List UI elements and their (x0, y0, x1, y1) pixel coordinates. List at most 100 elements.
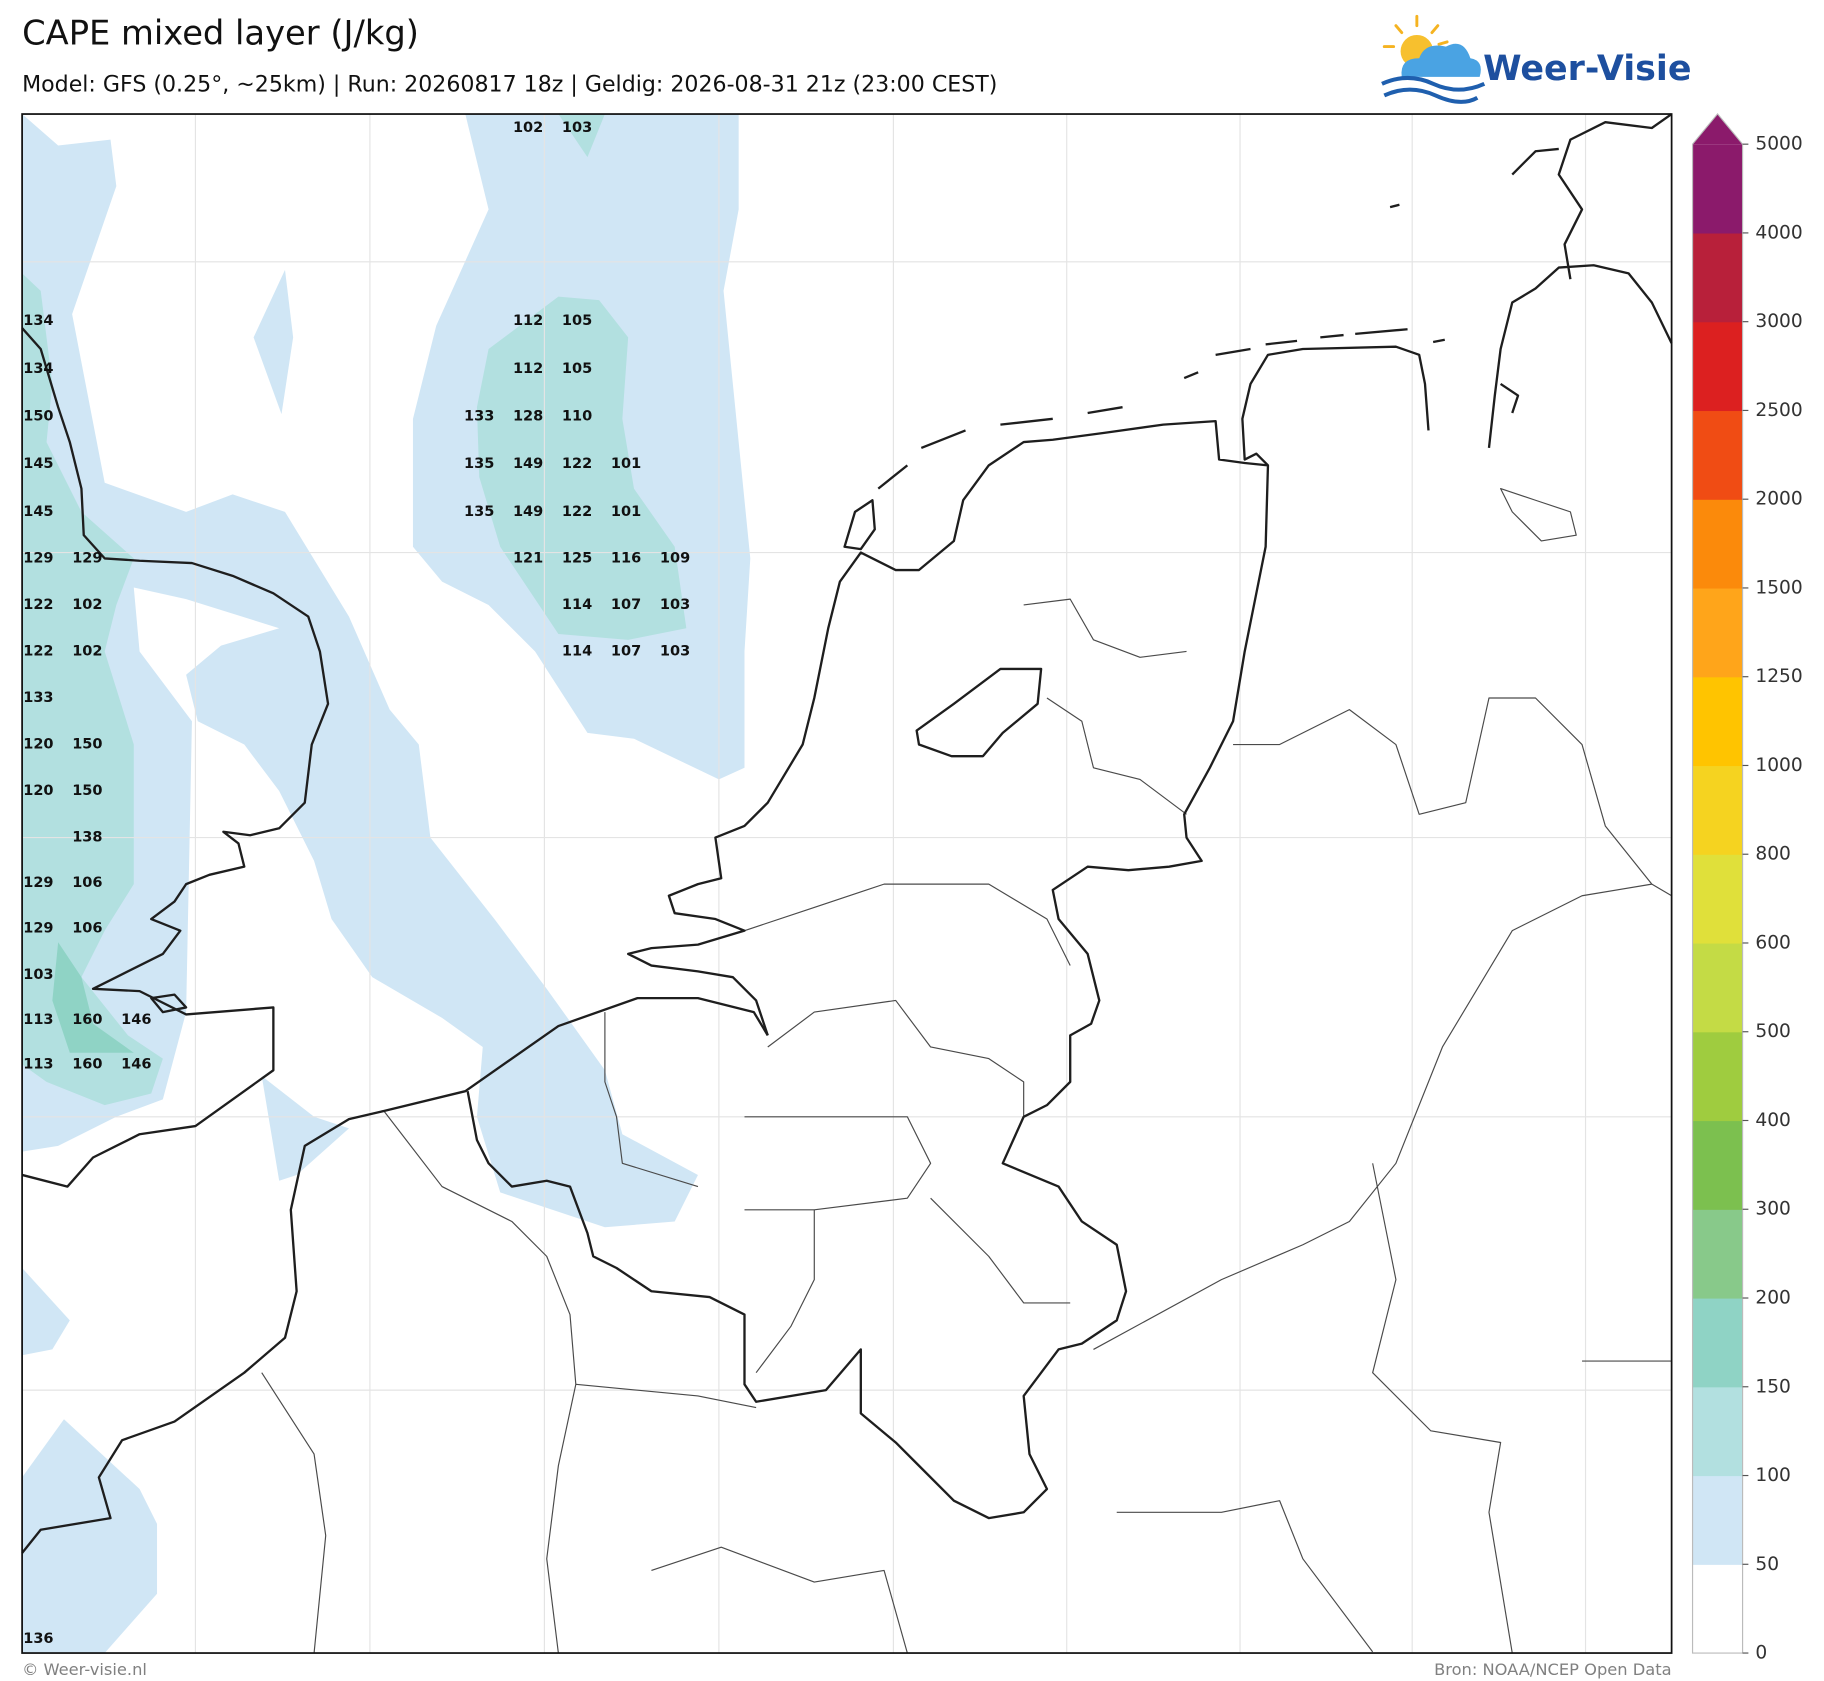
logo-waves (1381, 75, 1486, 104)
cape-value: 134 (23, 361, 53, 377)
cape-area (22, 273, 163, 1106)
colorbar-band (1692, 1475, 1743, 1565)
cape-value: 160 (72, 1056, 102, 1072)
colorbar-band (1692, 854, 1743, 944)
cape-value: 122 (23, 643, 53, 659)
cape-value: 133 (23, 690, 53, 706)
cape-value: 150 (72, 783, 102, 799)
cape-value: 101 (611, 456, 641, 472)
cape-area (253, 269, 294, 415)
cape-area (558, 114, 605, 158)
colorbar-band (1692, 587, 1743, 678)
logo-cloud (1401, 43, 1481, 77)
cape-value: 103 (660, 597, 690, 613)
logo-sun (1382, 14, 1449, 49)
cape-area (22, 1268, 70, 1356)
cape-value: 150 (72, 737, 102, 753)
colorbar-band (1692, 410, 1743, 500)
colorbar-band (1692, 321, 1743, 412)
cape-value: 138 (72, 830, 102, 846)
cape-value: 120 (23, 783, 53, 799)
cape-value: 114 (562, 597, 592, 613)
cape-value: 122 (23, 597, 53, 613)
colorbar-tick-label: 1500 (1755, 577, 1802, 598)
cape-value: 129 (23, 920, 53, 936)
cape-value: 120 (23, 737, 53, 753)
map-frame (21, 113, 1673, 1654)
cape-value: 121 (513, 550, 543, 566)
cape-value: 136 (23, 1631, 53, 1647)
cape-value: 129 (23, 875, 53, 891)
cape-value: 135 (464, 456, 494, 472)
colorbar-tick-label: 4000 (1755, 222, 1802, 243)
cape-value: 145 (23, 504, 53, 520)
colorbar-band (1692, 765, 1743, 855)
cape-value: 106 (72, 875, 102, 891)
cape-value: 133 (464, 408, 494, 424)
cape-value: 134 (23, 313, 53, 329)
cape-value: 105 (562, 313, 592, 329)
cape-value: 110 (562, 408, 592, 424)
cape-value: 112 (513, 361, 543, 377)
cape-area (261, 1076, 349, 1181)
colorbar-band (1692, 1564, 1743, 1654)
cape-value: 106 (72, 920, 102, 936)
cape-value: 102 (72, 597, 102, 613)
cape-value: 128 (513, 408, 543, 424)
cape-area (22, 114, 698, 1228)
cape-value: 150 (23, 408, 53, 424)
colorbar-extend (1692, 113, 1743, 145)
cape-value: 113 (23, 1012, 53, 1028)
colorbar-outline (1691, 113, 1744, 1654)
colorbar-tick-label: 500 (1755, 1021, 1791, 1042)
colorbar-band (1692, 232, 1743, 323)
cape-value: 122 (562, 456, 592, 472)
colorbar-tick-label: 150 (1755, 1376, 1791, 1397)
cape-value: 107 (611, 597, 641, 613)
colorbar-tick-label: 300 (1755, 1199, 1791, 1220)
cape-labels: 102 103 134 112 105 134 112 105 150 133 128 110 145 1… (23, 120, 690, 1647)
borders (261, 488, 1672, 1654)
colorbar-tick-label: 800 (1755, 844, 1791, 865)
colorbar-tick-label: 2000 (1755, 489, 1802, 510)
cape-area (22, 1419, 158, 1654)
footer-right: Bron: NOAA/NCEP Open Data (1434, 1660, 1672, 1679)
cape-100-150 (22, 114, 687, 1106)
cape-value: 129 (23, 550, 53, 566)
colorbar-tick-label: 400 (1755, 1110, 1791, 1131)
colorbar-tick-label: 5000 (1755, 134, 1802, 155)
cape-value: 149 (513, 504, 543, 520)
cape-value: 112 (513, 313, 543, 329)
colorbar-band (1692, 676, 1743, 767)
title: CAPE mixed layer (J/kg) (22, 13, 419, 52)
cape-value: 145 (23, 456, 53, 472)
colorbar-tick-label: 600 (1755, 932, 1791, 953)
cape-value: 146 (121, 1056, 151, 1072)
subtitle: Model: GFS (0.25°, ~25km) | Run: 2026081… (22, 71, 997, 97)
colorbar-tick-label: 3000 (1755, 311, 1802, 332)
cape-value: 103 (660, 643, 690, 659)
cape-value: 135 (464, 504, 494, 520)
colorbar-tick-label: 2500 (1755, 400, 1802, 421)
coastlines (21, 113, 1673, 1554)
logo: Weer-Visie (1381, 14, 1692, 104)
colorbar-tick-label: 0 (1755, 1643, 1767, 1664)
cape-value: 103 (562, 120, 592, 136)
cape-value: 149 (513, 456, 543, 472)
cape-value: 113 (23, 1056, 53, 1072)
cape-value: 107 (611, 643, 641, 659)
cape-value: 146 (121, 1012, 151, 1028)
colorbar-band (1692, 1120, 1743, 1210)
cape-area (476, 296, 687, 640)
cape-value: 101 (611, 504, 641, 520)
colorbar-band (1692, 499, 1743, 589)
cape-value: 103 (23, 967, 53, 983)
colorbar-band (1692, 1298, 1743, 1388)
colorbar-tick-label: 100 (1755, 1465, 1791, 1486)
cape-value: 114 (562, 643, 592, 659)
cape-value: 116 (611, 550, 641, 566)
colorbar-band (1692, 1209, 1743, 1299)
cape-value: 102 (72, 643, 102, 659)
colorbar-tick-label: 50 (1755, 1554, 1779, 1575)
